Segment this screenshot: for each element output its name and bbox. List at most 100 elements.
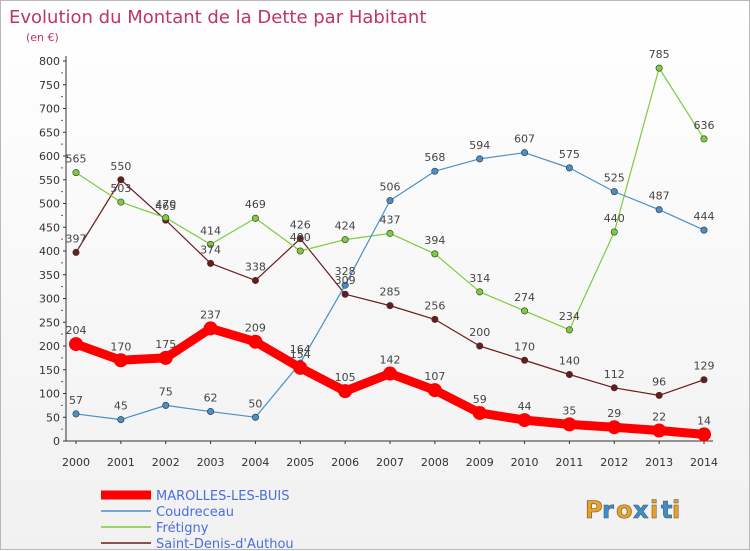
y-tick-label: 650 (39, 126, 60, 139)
data-label: 594 (469, 139, 490, 152)
data-label: 200 (469, 326, 490, 339)
y-tick-label: 700 (39, 103, 60, 116)
data-label: 314 (469, 272, 490, 285)
data-label: 465 (155, 200, 176, 213)
data-point (476, 288, 484, 296)
data-label: 62 (204, 392, 218, 405)
data-label: 237 (200, 308, 221, 321)
data-point (158, 350, 173, 365)
data-point (248, 334, 263, 349)
data-point (117, 198, 125, 206)
data-point (610, 384, 618, 392)
data-point (296, 235, 304, 243)
data-label: 565 (66, 153, 87, 166)
data-point (431, 250, 439, 258)
data-label: 14 (697, 414, 711, 427)
legend: MAROLLES-LES-BUISCoudreceauFrétignySaint… (101, 489, 294, 551)
data-point (162, 401, 170, 409)
data-label: 506 (380, 181, 401, 194)
x-tick-label: 2006 (331, 456, 359, 469)
data-point (562, 417, 577, 432)
data-label: 309 (335, 274, 356, 287)
data-label: 575 (559, 148, 580, 161)
logo-letter: t (661, 496, 673, 524)
x-tick-label: 2009 (466, 456, 494, 469)
data-label: 209 (245, 322, 266, 335)
x-tick-label: 2007 (376, 456, 404, 469)
data-label: 105 (335, 371, 356, 384)
data-label: 550 (110, 160, 131, 173)
data-point (117, 176, 125, 184)
data-point (386, 302, 394, 310)
x-tick-label: 2013 (645, 456, 673, 469)
data-label: 424 (335, 220, 356, 233)
data-label: 469 (245, 198, 266, 211)
data-label: 568 (424, 151, 445, 164)
x-tick-label: 2012 (600, 456, 628, 469)
data-label: 338 (245, 260, 266, 273)
data-point (431, 167, 439, 175)
data-label: 96 (652, 375, 666, 388)
data-point (472, 405, 487, 420)
data-point (293, 360, 308, 375)
data-label: 175 (155, 338, 176, 351)
data-label: 397 (66, 232, 87, 245)
data-label: 164 (290, 343, 311, 356)
data-label: 140 (559, 355, 580, 368)
data-label: 285 (380, 286, 401, 299)
data-point (251, 214, 259, 222)
logo-letter: x (633, 496, 649, 524)
data-label: 400 (290, 231, 311, 244)
data-label: 112 (604, 368, 625, 381)
y-tick-label: 300 (39, 293, 60, 306)
data-label: 274 (514, 291, 535, 304)
y-tick-label: 600 (39, 150, 60, 163)
x-tick-label: 2002 (152, 456, 180, 469)
data-point (113, 353, 128, 368)
data-point (655, 391, 663, 399)
data-point (565, 370, 573, 378)
data-point (476, 342, 484, 350)
data-point (652, 423, 667, 438)
logo-letter: i (672, 496, 681, 524)
data-point (521, 149, 529, 157)
x-tick-label: 2004 (241, 456, 269, 469)
data-point (72, 410, 80, 418)
data-label: 154 (290, 348, 311, 361)
data-label: 607 (514, 133, 535, 146)
data-label: 75 (159, 385, 173, 398)
data-label: 785 (649, 48, 670, 61)
data-point (565, 326, 573, 334)
data-point (700, 226, 708, 234)
x-tick-label: 2008 (421, 456, 449, 469)
chart-subtitle: (en €) (26, 31, 59, 44)
x-tick-label: 2005 (286, 456, 314, 469)
y-tick-label: 450 (39, 221, 60, 234)
x-tick-label: 2011 (555, 456, 583, 469)
data-point (610, 228, 618, 236)
data-label: 35 (562, 404, 576, 417)
y-tick-label: 150 (39, 364, 60, 377)
y-tick-label: 250 (39, 316, 60, 329)
data-point (700, 376, 708, 384)
data-point (700, 135, 708, 143)
data-point (383, 366, 397, 381)
data-point (72, 169, 80, 177)
data-label: 204 (66, 324, 87, 337)
data-point (565, 164, 573, 172)
legend-label: Saint-Denis-d'Authou (156, 537, 294, 551)
x-tick-label: 2003 (197, 456, 225, 469)
data-point (521, 356, 529, 364)
x-tick-label: 2010 (511, 456, 539, 469)
y-tick-label: 0 (53, 435, 60, 448)
x-tick-label: 2000 (62, 456, 90, 469)
chart-title: Evolution du Montant de la Dette par Hab… (9, 7, 426, 28)
data-label: 142 (380, 354, 401, 367)
data-point (207, 240, 215, 248)
data-point (117, 416, 125, 424)
data-point (341, 236, 349, 244)
data-point (517, 413, 532, 428)
y-tick-label: 50 (46, 411, 60, 424)
legend-label: Frétigny (156, 521, 209, 536)
